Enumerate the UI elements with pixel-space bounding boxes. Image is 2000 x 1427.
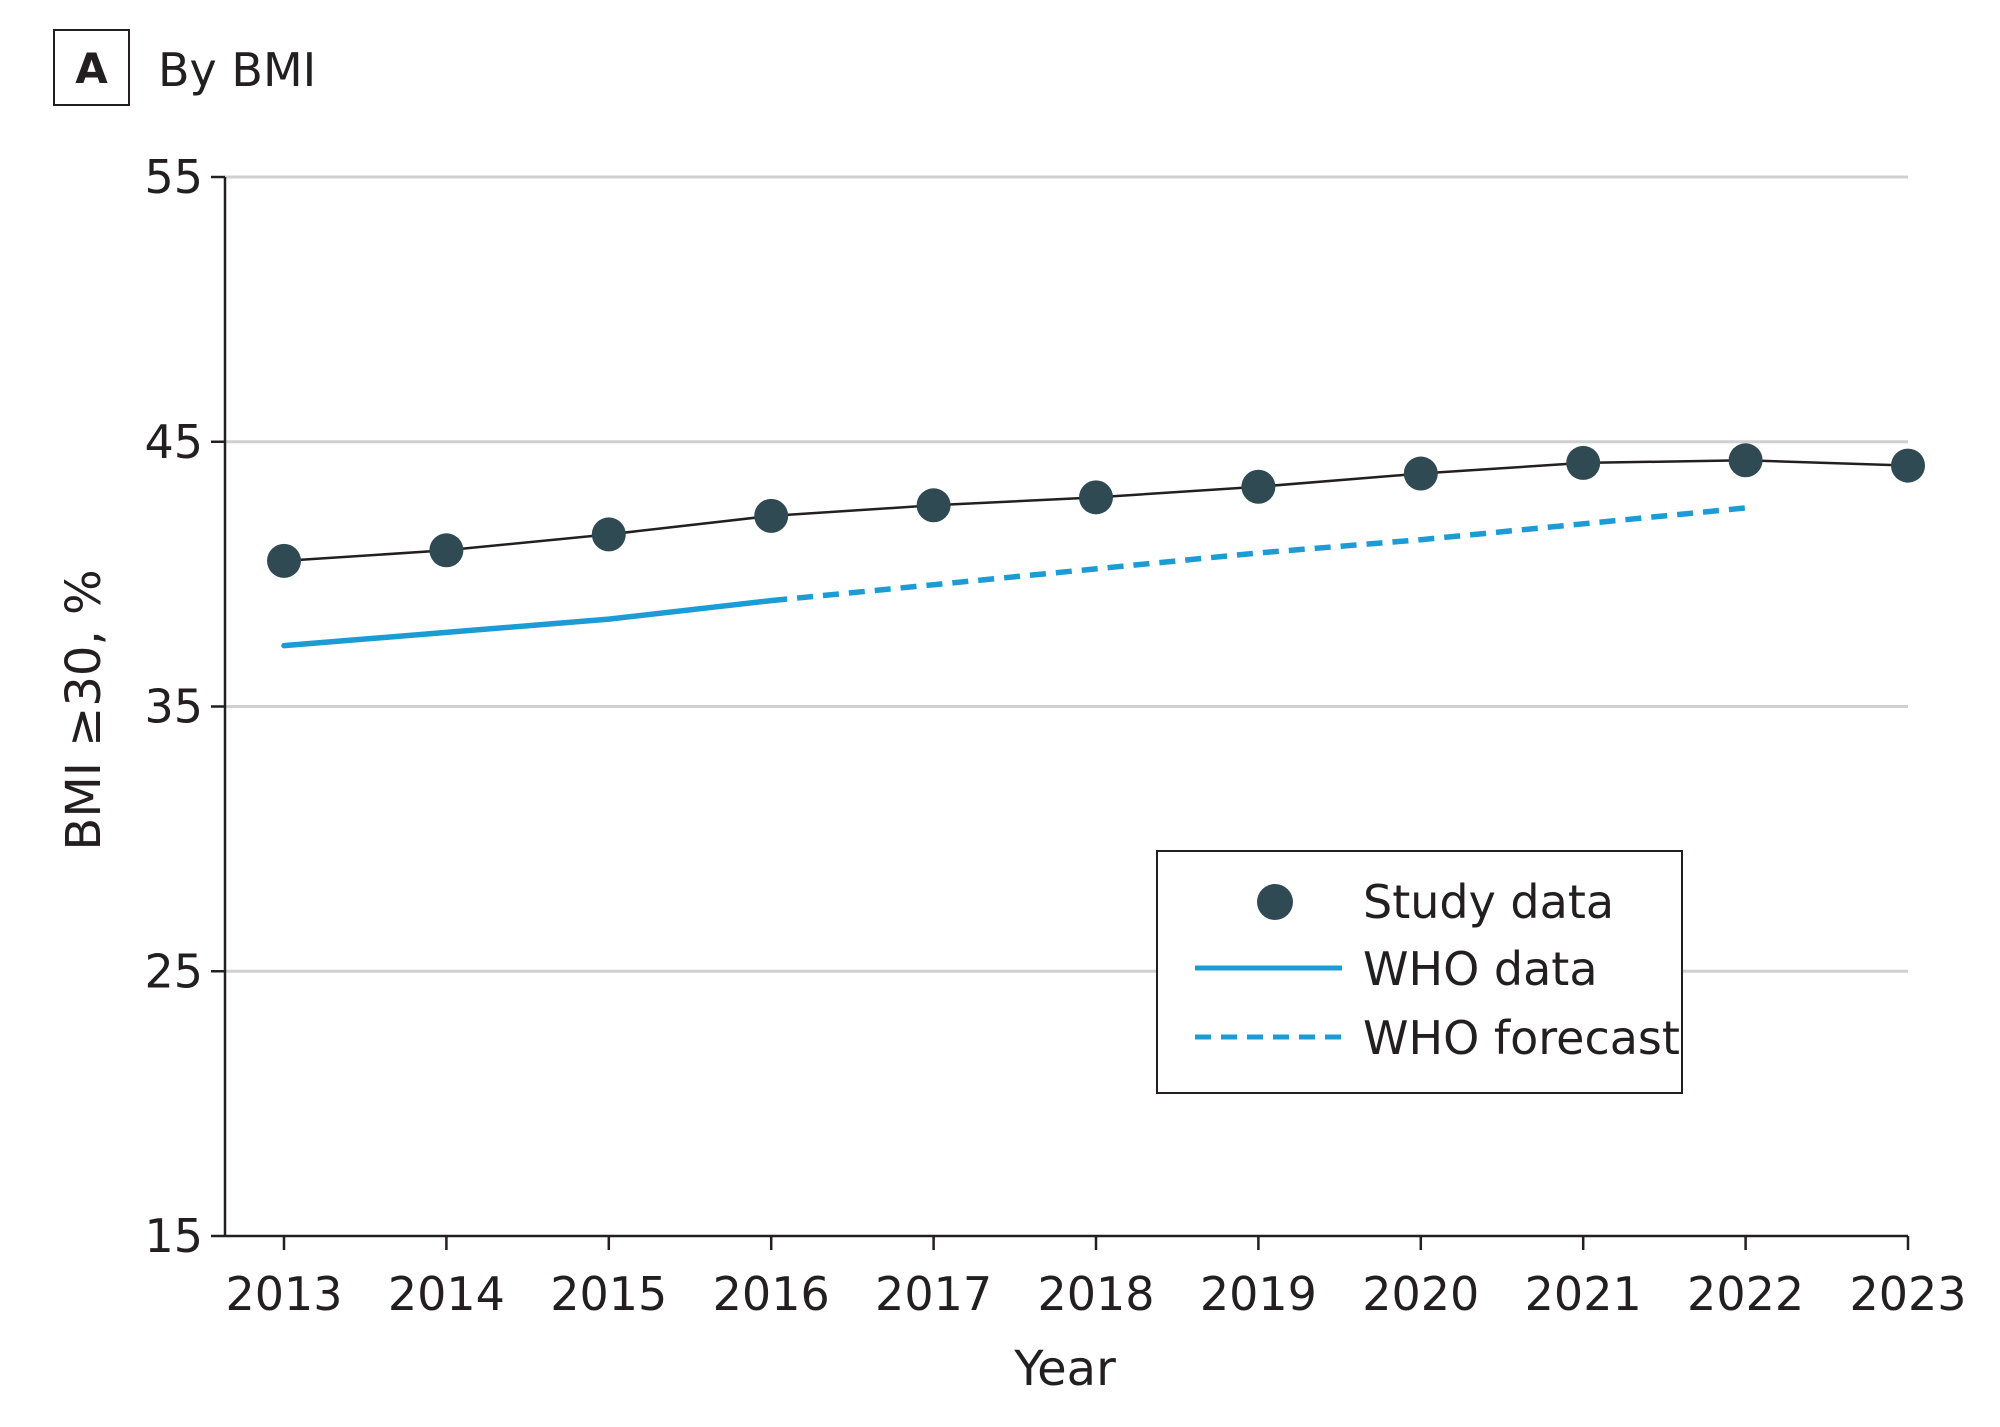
x-tick-label: 2014 bbox=[388, 1267, 505, 1321]
x-tick-label: 2018 bbox=[1037, 1267, 1154, 1321]
x-tick-label: 2021 bbox=[1525, 1267, 1642, 1321]
y-tick-label: 55 bbox=[144, 150, 203, 204]
panel-header: A By BMI bbox=[53, 29, 316, 106]
legend-who-forecast-label: WHO forecast bbox=[1363, 1011, 1680, 1065]
study-point-2020 bbox=[1403, 456, 1438, 491]
y-tick-label: 45 bbox=[144, 415, 203, 469]
x-tick-label: 2022 bbox=[1687, 1267, 1804, 1321]
y-axis-label: BMI ≥30, % bbox=[56, 569, 112, 850]
legend-item-study: Study data bbox=[1257, 875, 1614, 929]
x-tick-label: 2019 bbox=[1200, 1267, 1317, 1321]
x-tick-label: 2023 bbox=[1849, 1267, 1966, 1321]
legend-study-label: Study data bbox=[1363, 875, 1614, 929]
legend-box bbox=[1156, 850, 1683, 1094]
x-tick-label: 2015 bbox=[550, 1267, 667, 1321]
legend-item-who-forecast: WHO forecast bbox=[1195, 1011, 1680, 1065]
panel-letter-box bbox=[53, 29, 130, 106]
study-point-2014 bbox=[429, 533, 464, 568]
x-axis-label: Year bbox=[1013, 1341, 1116, 1397]
x-tick-label: 2013 bbox=[225, 1267, 342, 1321]
legend: Study data WHO data WHO forecast bbox=[1156, 850, 1683, 1094]
x-tick-label: 2016 bbox=[713, 1267, 830, 1321]
series-who-forecast-line bbox=[770, 505, 1746, 604]
legend-item-who-data: WHO data bbox=[1195, 942, 1598, 996]
series-who-data-line bbox=[281, 597, 774, 649]
axes: 15 25 35 45 55 2013 2014 2015 2016 2017 2018 2019 20… bbox=[144, 150, 1966, 1321]
y-tick-label: 35 bbox=[144, 680, 203, 734]
study-point-2023 bbox=[1891, 448, 1925, 483]
study-point-2022 bbox=[1728, 443, 1763, 478]
x-tick-label: 2020 bbox=[1362, 1267, 1479, 1321]
study-point-2019 bbox=[1241, 469, 1276, 504]
legend-study-marker bbox=[1257, 884, 1293, 920]
legend-who-data-label: WHO data bbox=[1363, 942, 1598, 996]
study-point-2013 bbox=[267, 543, 301, 578]
panel-title: By BMI bbox=[158, 43, 316, 97]
study-point-2021 bbox=[1566, 445, 1601, 480]
study-point-2015 bbox=[591, 517, 626, 552]
y-tick-label: 15 bbox=[144, 1209, 203, 1263]
study-point-2018 bbox=[1079, 480, 1113, 515]
panel-letter: A bbox=[75, 44, 108, 93]
study-point-2016 bbox=[754, 498, 789, 533]
x-tick-label: 2017 bbox=[875, 1267, 992, 1321]
y-tick-label: 25 bbox=[144, 944, 203, 998]
series bbox=[267, 443, 1925, 649]
study-point-2017 bbox=[916, 488, 951, 523]
